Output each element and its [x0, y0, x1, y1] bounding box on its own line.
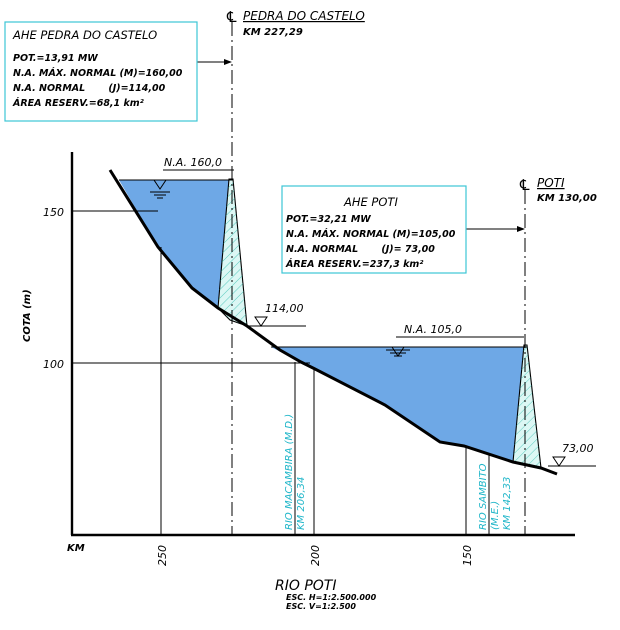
poti-axis-km: KM 130,00	[537, 193, 597, 204]
horizontal-scale: ESC. H=1:2.500.000	[286, 593, 377, 602]
poti-normal-level: N.A. NORMAL (J)= 73,00	[286, 244, 435, 255]
pedra-do-castelo-info-box	[4, 21, 198, 122]
pedra-do-castelo-title: AHE PEDRA DO CASTELO	[12, 28, 157, 42]
poti-info-box	[281, 185, 467, 274]
x-tick-250: 250	[156, 545, 169, 566]
poti-title: AHE POTI	[343, 195, 398, 209]
x-tick-150: 150	[461, 545, 474, 566]
lower-na-label: N.A. 105,0	[404, 323, 462, 336]
upper-reservoir	[119, 180, 229, 308]
poti-axis-label: POTI	[537, 176, 565, 190]
macambira-km: KM 206,34	[296, 477, 307, 530]
pedra-do-castelo-power: POT.=13,91 MW	[13, 53, 98, 64]
macambira-label: RIO MACAMBIRA (M.D.)	[284, 414, 295, 530]
upper-tailwater-label: 114,00	[265, 302, 304, 315]
lower-level-marker	[391, 346, 405, 357]
poti-power: POT.=32,21 MW	[286, 214, 371, 225]
pedra-do-castelo-reservoir-area: ÁREA RESERV.=68,1 km²	[12, 97, 145, 109]
sambito-bank: (M.E.)	[490, 501, 501, 530]
x-axis-unit: KM	[67, 543, 85, 554]
sambito-label: RIO SAMBITO	[478, 463, 489, 530]
y-axis-label: COTA (m)	[22, 289, 33, 342]
y-tick-100: 100	[43, 358, 64, 371]
lower-tailwater-label: 73,00	[562, 442, 594, 455]
vertical-scale: ESC. V=1:2.500	[286, 602, 356, 611]
pedra-do-castelo-max-level: N.A. MÁX. NORMAL (M)=160,00	[13, 67, 183, 79]
centerline-symbol-upper: ℄	[225, 8, 238, 26]
pedra-do-castelo-axis-km: KM 227,29	[243, 27, 303, 38]
upper-level-marker	[153, 179, 167, 190]
y-tick-150: 150	[43, 206, 64, 219]
upper-na-label: N.A. 160,0	[164, 156, 222, 169]
lower-reservoir	[271, 347, 524, 462]
riverbed-profile	[108, 169, 558, 476]
poti-reservoir-area: ÁREA RESERV.=237,3 km²	[285, 258, 424, 270]
poti-max-level: N.A. MÁX. NORMAL (M)=105,00	[286, 228, 456, 240]
pedra-do-castelo-normal-level: N.A. NORMAL (J)=114,00	[13, 83, 166, 94]
centerline-symbol-lower: ℄	[518, 176, 531, 194]
sambito-km: KM 142,33	[502, 477, 513, 530]
river-title: RIO POTI	[275, 578, 336, 594]
pedra-do-castelo-axis-label: PEDRA DO CASTELO	[243, 9, 365, 23]
x-tick-200: 200	[309, 545, 322, 566]
